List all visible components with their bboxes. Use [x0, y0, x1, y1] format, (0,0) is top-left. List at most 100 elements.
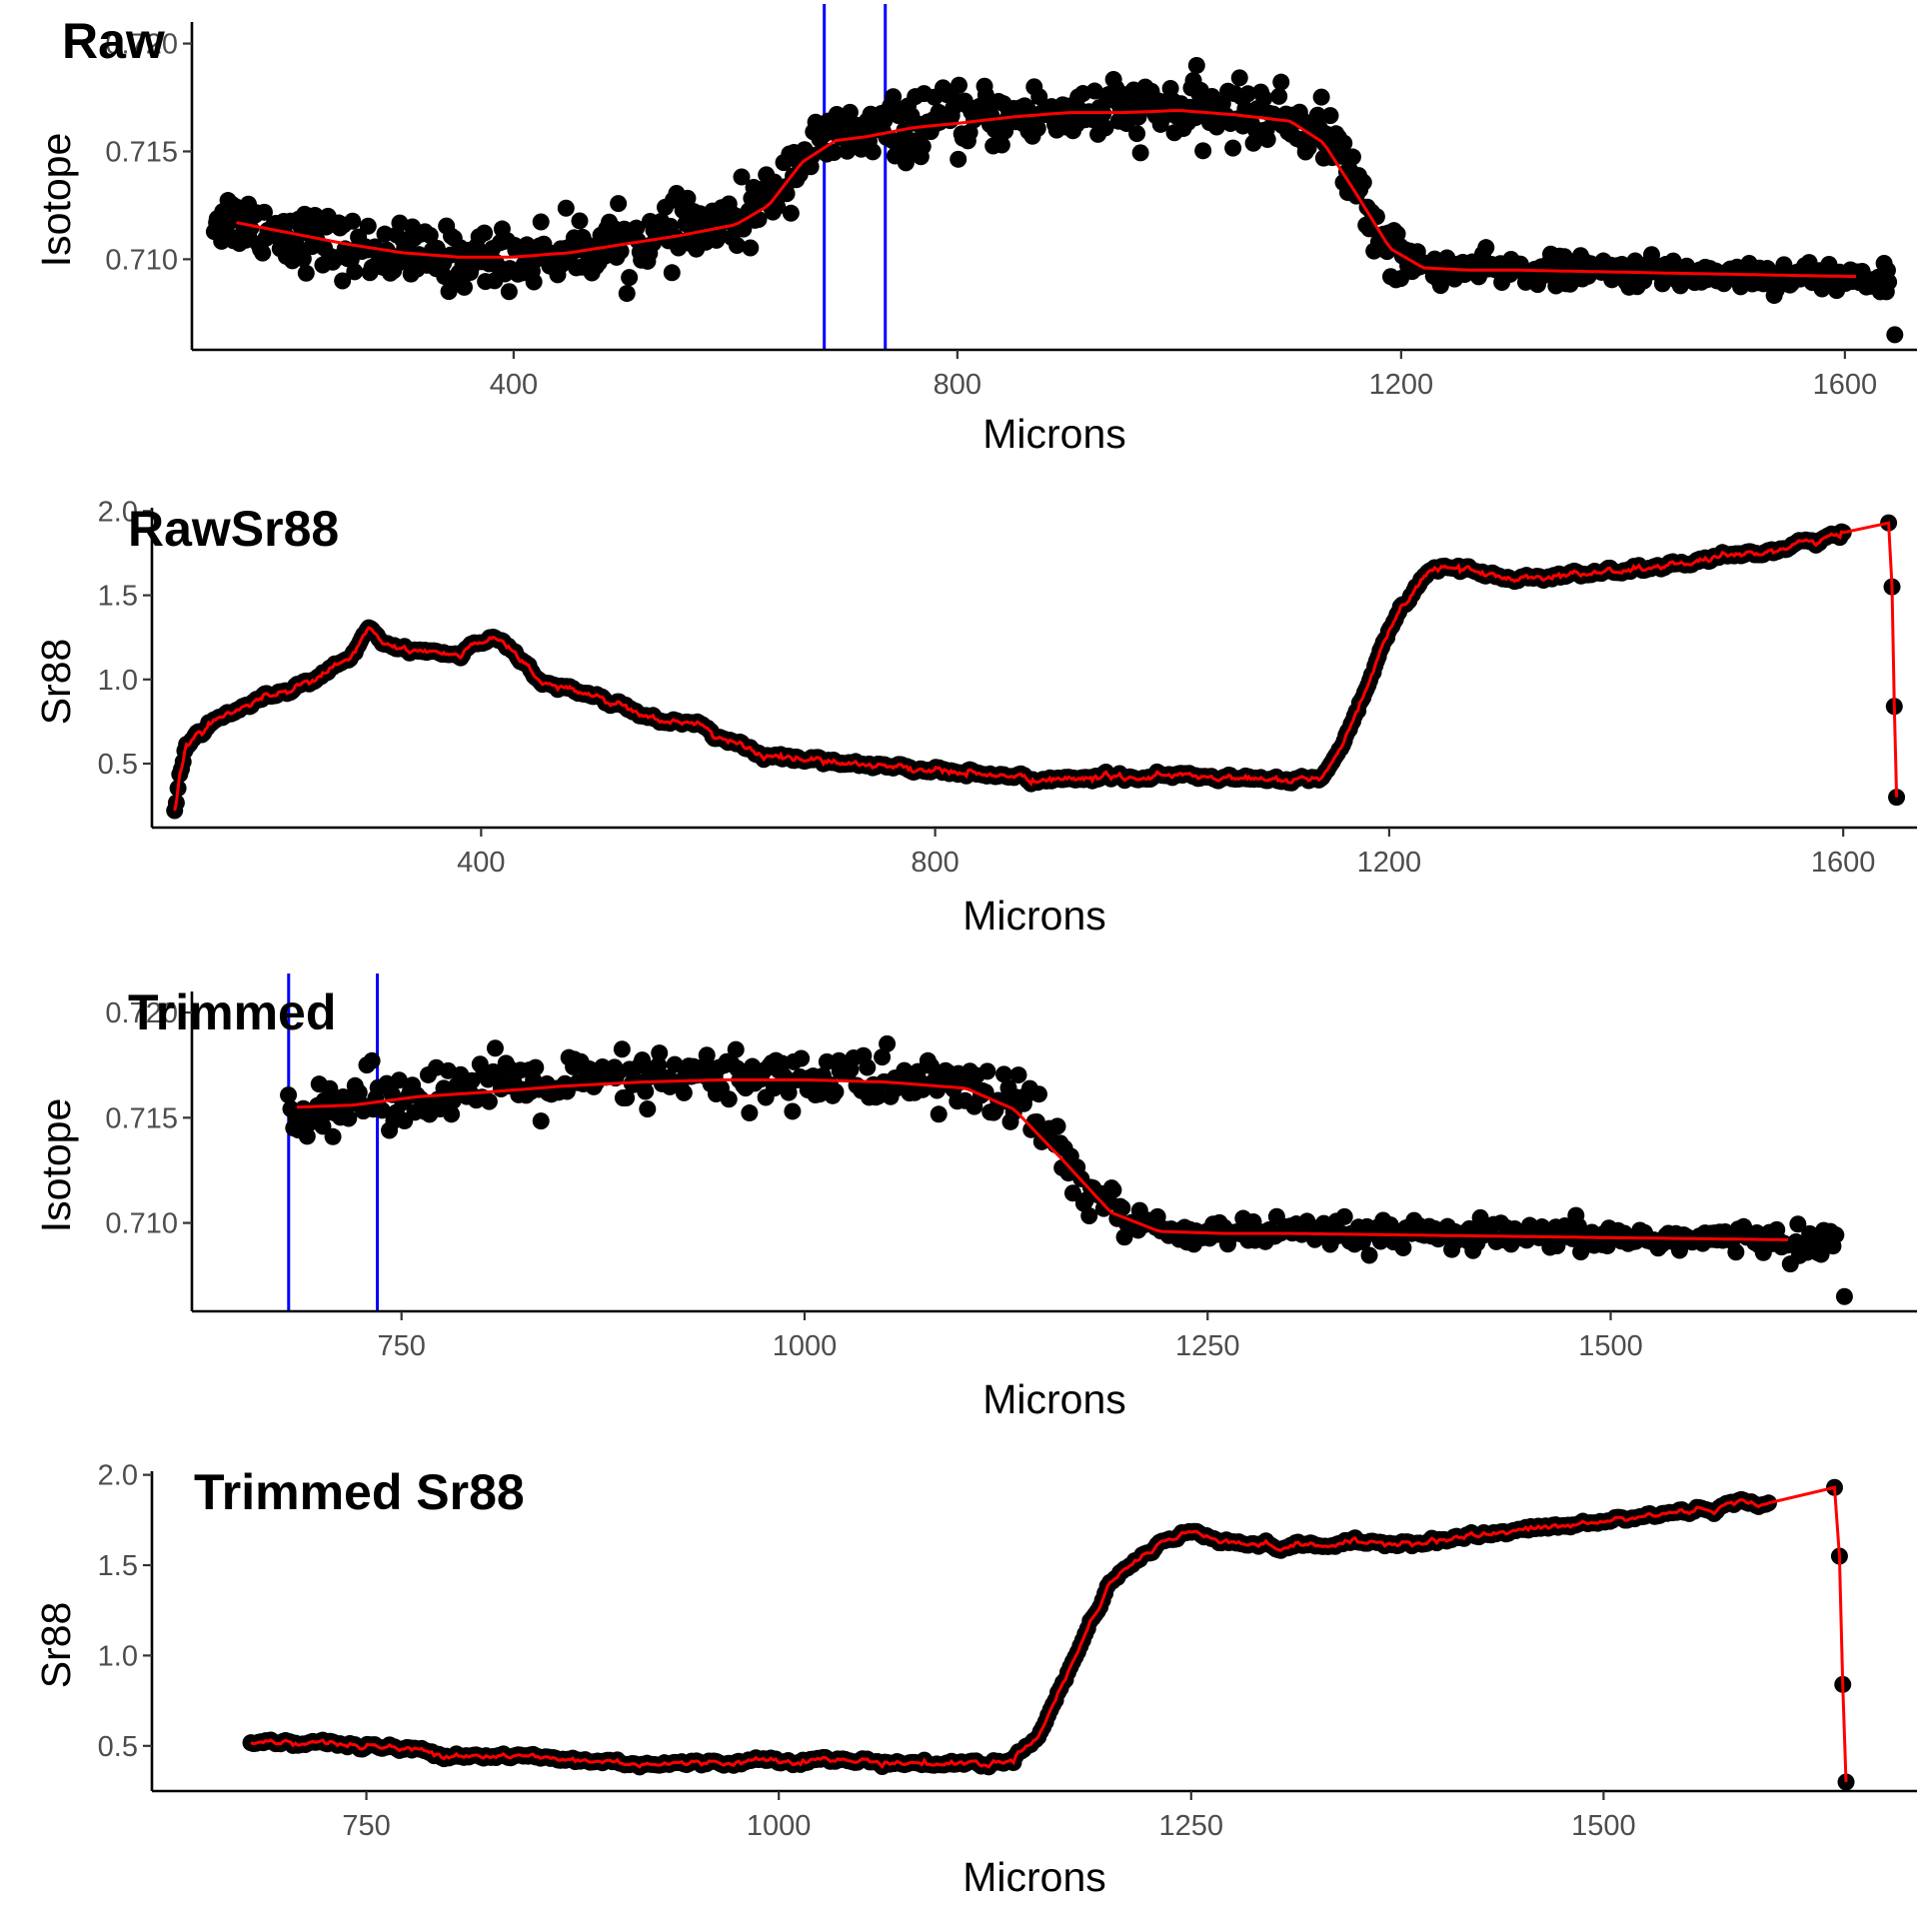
trimmed-point [1789, 1215, 1807, 1233]
raw-point [255, 203, 273, 221]
trimmed-point [1394, 1238, 1412, 1256]
trimmed-point [363, 1051, 381, 1069]
trimmed-sr88-points [242, 1478, 1855, 1791]
raw-point [628, 219, 646, 237]
trimmed-point [666, 1055, 684, 1073]
trimmed-point [874, 1048, 892, 1066]
trimmed-point [870, 1087, 888, 1105]
raw-point [679, 189, 697, 207]
raw-point [914, 137, 932, 155]
raw-point [1308, 106, 1326, 124]
raw-y-tick-label: 0.710 [105, 244, 178, 276]
raw-sr88-panel-title: RawSr88 [128, 501, 339, 557]
raw-point [557, 199, 575, 217]
raw-x-tick-label: 800 [934, 369, 981, 401]
trimmed-point [994, 1065, 1012, 1083]
trimmed-sr88-y-tick-label: 0.5 [98, 1731, 138, 1763]
raw-point [782, 204, 800, 222]
trimmed-point [879, 1034, 897, 1052]
raw-point [571, 212, 589, 230]
raw-y-tick-label: 0.720 [105, 29, 178, 61]
trimmed-point [1727, 1243, 1745, 1261]
raw-point [1335, 134, 1353, 152]
trimmed-point [1048, 1117, 1066, 1135]
raw-x-tick-label: 1200 [1369, 369, 1434, 401]
trimmed-x-tick-label: 750 [378, 1330, 426, 1362]
trimmed-sr88-trace-line [250, 1485, 1848, 1783]
raw-point [992, 136, 1010, 154]
trimmed-point [443, 1105, 461, 1123]
raw-x-tick-label: 1600 [1813, 369, 1878, 401]
trimmed-point [637, 1082, 655, 1100]
raw-point [456, 278, 474, 296]
raw-points [205, 56, 1904, 344]
trimmed-point [720, 1090, 738, 1108]
trimmed-point [1835, 1287, 1853, 1305]
raw-sr88-panel: 400 800 1200 1600 0.5 1.0 1.5 2.0 Microns Sr88 Raw… [33, 496, 1917, 939]
raw-point [621, 269, 639, 287]
trimmed-point [1113, 1199, 1131, 1217]
raw-point [612, 242, 630, 260]
raw-sr88-trace-line [173, 521, 1899, 812]
raw-point [733, 168, 751, 186]
raw-y-axis-title: Isotope [33, 133, 79, 268]
raw-point [1239, 85, 1257, 103]
raw-point [1131, 144, 1149, 162]
raw-point [618, 285, 636, 303]
trimmed-y-tick-label: 0.710 [105, 1208, 178, 1240]
trimmed-point [930, 1105, 948, 1123]
raw-point [359, 217, 377, 235]
raw-point [500, 283, 518, 301]
raw-plot-area [205, 4, 1904, 350]
trimmed-point [978, 1062, 996, 1080]
trimmed-point [532, 1112, 550, 1130]
trimmed-sr88-x-tick-label: 1250 [1159, 1810, 1224, 1842]
trimmed-point [1827, 1226, 1845, 1244]
trimmed-point [827, 1082, 845, 1100]
raw-point [1194, 142, 1212, 160]
trimmed-sr88-y-axis-title: Sr88 [33, 1602, 79, 1689]
raw-point [1272, 73, 1290, 91]
trimmed-point [280, 1086, 298, 1104]
raw-point [334, 272, 352, 290]
raw-point [1128, 125, 1146, 143]
raw-point [1096, 119, 1114, 137]
trimmed-point [1063, 1184, 1081, 1202]
trimmed-x-tick-label: 1000 [773, 1330, 838, 1362]
raw-point [1312, 88, 1330, 106]
trimmed-point [1335, 1207, 1353, 1225]
raw-smooth-line [236, 109, 1857, 279]
raw-point [532, 213, 550, 231]
trimmed-point [859, 1058, 877, 1076]
trimmed-sr88-y-tick-label: 1.5 [98, 1550, 138, 1582]
raw-point [1477, 239, 1495, 257]
trimmed-points [280, 1034, 1853, 1305]
raw-y-tick-label: 0.715 [105, 136, 178, 168]
trimmed-y-axis-title: Isotope [33, 1098, 79, 1233]
raw-sr88-x-tick-label: 400 [457, 847, 505, 879]
raw-point [864, 143, 882, 161]
trimmed-point [1104, 1181, 1122, 1199]
raw-point [294, 250, 312, 268]
trimmed-sr88-panel-title: Trimmed Sr88 [194, 1464, 525, 1520]
raw-sr88-x-tick-label: 800 [911, 847, 959, 879]
raw-sr88-y-tick-label: 1.0 [98, 665, 138, 697]
trimmed-point [784, 1102, 802, 1120]
raw-point [1030, 88, 1048, 106]
trimmed-smooth-line [296, 1077, 1788, 1241]
raw-x-axis-title: Microns [982, 411, 1126, 457]
trimmed-panel-title: Trimmed [128, 984, 336, 1040]
raw-sr88-y-tick-label: 2.0 [98, 496, 138, 528]
raw-point [1880, 273, 1898, 291]
trimmed-sr88-panel: 750 1000 1250 1500 0.5 1.0 1.5 2.0 Microns Sr88 Tr… [33, 1460, 1917, 1900]
raw-sr88-points [166, 514, 1906, 820]
raw-point [1270, 87, 1288, 105]
raw-point [344, 212, 362, 230]
raw-point [950, 76, 967, 94]
raw-point [728, 237, 746, 255]
raw-point [742, 239, 760, 257]
raw-point [297, 264, 315, 282]
raw-sr88-x-tick-label: 1600 [1811, 847, 1876, 879]
trimmed-point [1009, 1066, 1027, 1084]
